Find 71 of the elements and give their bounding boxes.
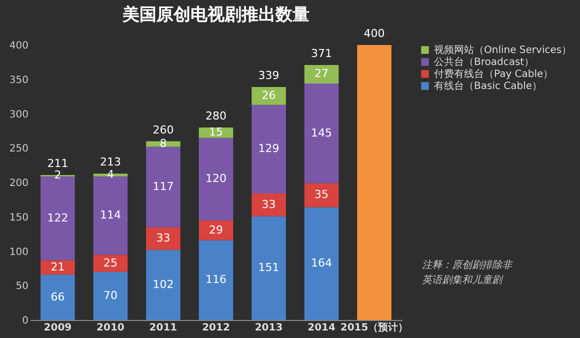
total-label: 213 bbox=[100, 156, 121, 169]
data-label: 35 bbox=[314, 188, 329, 202]
total-label: 400 bbox=[364, 27, 385, 40]
data-label: 151 bbox=[258, 261, 280, 274]
data-label: 21 bbox=[50, 260, 65, 274]
x-tick-label: 2011 bbox=[149, 322, 178, 334]
data-label: 117 bbox=[152, 180, 174, 193]
bar bbox=[146, 146, 180, 228]
bar bbox=[93, 176, 128, 255]
bar bbox=[304, 84, 339, 184]
y-tick-label: 300 bbox=[9, 109, 28, 120]
bar bbox=[198, 220, 234, 240]
bar bbox=[252, 86, 286, 105]
data-label: 120 bbox=[206, 172, 226, 186]
x-tick-label: 2012 bbox=[202, 322, 230, 334]
x-tick-label: 2015（预计） bbox=[340, 322, 408, 334]
y-tick-label: 350 bbox=[9, 74, 28, 86]
data-label: 27 bbox=[314, 67, 329, 80]
bar bbox=[40, 260, 75, 275]
x-tick-label: 2013 bbox=[254, 322, 283, 334]
legend-label: 视频网站（Online Services） bbox=[434, 44, 572, 56]
data-label: 116 bbox=[206, 273, 226, 286]
legend-label: 公共台（Broadcast） bbox=[434, 56, 534, 68]
legend-label: 付费有线台（Pay Cable） bbox=[434, 68, 554, 80]
bar bbox=[198, 138, 234, 220]
bar bbox=[40, 274, 75, 320]
bar bbox=[304, 183, 339, 208]
data-label: 145 bbox=[311, 126, 332, 140]
y-tick-label: 100 bbox=[9, 246, 28, 258]
y-tick-label: 0 bbox=[22, 316, 28, 326]
bar bbox=[93, 254, 128, 272]
bar bbox=[304, 207, 339, 320]
y-tick-label: 50 bbox=[16, 281, 28, 292]
data-label: 15 bbox=[209, 126, 223, 139]
x-tick-label: 2014 bbox=[308, 322, 336, 334]
bar bbox=[146, 250, 180, 320]
x-tick-label: 2009 bbox=[44, 322, 72, 334]
bar bbox=[357, 45, 392, 320]
bar bbox=[93, 272, 128, 320]
data-label: 122 bbox=[47, 211, 68, 224]
bar bbox=[252, 216, 286, 320]
total-label: 211 bbox=[47, 156, 68, 170]
y-tick-label: 400 bbox=[9, 40, 28, 52]
data-label: 33 bbox=[262, 198, 276, 211]
text: 注释：原创剧排除非英语剧集和儿童剧 bbox=[422, 259, 513, 286]
data-label: 25 bbox=[103, 256, 118, 270]
total-label: 260 bbox=[152, 123, 174, 136]
chart-title: 美国原创电视剧推出数量 bbox=[122, 5, 310, 25]
y-tick-label: 150 bbox=[9, 212, 28, 224]
data-label: 33 bbox=[156, 232, 170, 245]
total-label: 280 bbox=[206, 110, 226, 122]
data-label: 26 bbox=[262, 88, 276, 102]
bar bbox=[304, 64, 339, 84]
data-label: 66 bbox=[50, 290, 65, 304]
y-tick-label: 200 bbox=[9, 178, 28, 189]
data-label: 129 bbox=[258, 142, 280, 156]
bar bbox=[146, 227, 180, 250]
bar bbox=[252, 104, 286, 194]
data-label: 102 bbox=[152, 278, 174, 291]
bar bbox=[252, 194, 286, 216]
x-tick-label: 2010 bbox=[96, 322, 124, 334]
data-label: 8 bbox=[160, 137, 167, 150]
data-label: 29 bbox=[209, 223, 223, 236]
total-label: 339 bbox=[258, 68, 280, 82]
data-label: 114 bbox=[100, 208, 121, 222]
data-label: 164 bbox=[311, 256, 332, 270]
data-label: 70 bbox=[103, 288, 118, 302]
legend-label: 有线台（Basic Cable） bbox=[434, 80, 542, 92]
bar bbox=[198, 240, 234, 320]
total-label: 371 bbox=[311, 46, 332, 60]
y-tick-label: 250 bbox=[9, 144, 28, 155]
